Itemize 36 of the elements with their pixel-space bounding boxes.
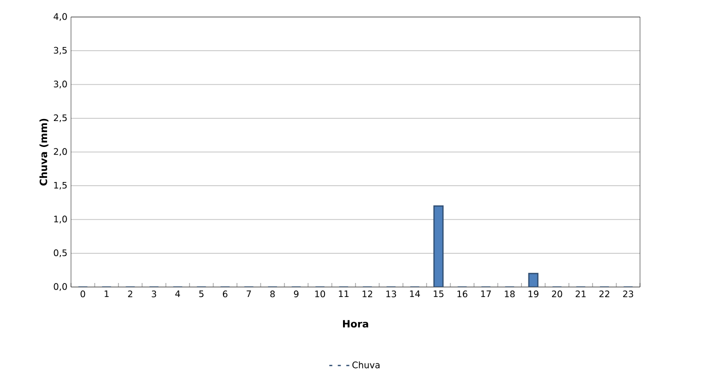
y-tick-label: 0,0 (54, 283, 67, 291)
x-tick-label: 12 (362, 290, 372, 298)
x-tick-label: 11 (338, 290, 349, 298)
x-tick-label: 18 (504, 290, 515, 298)
x-tick-label: 14 (410, 290, 420, 298)
x-tick-label: 17 (481, 290, 491, 298)
y-tick-label: 2,0 (54, 148, 67, 156)
x-tick-label: 6 (222, 290, 228, 298)
y-tick-label: 1,0 (54, 216, 67, 224)
x-tick-label: 23 (623, 290, 634, 298)
y-tick-label: 3,5 (54, 46, 67, 55)
y-tick-label: 1,5 (54, 182, 67, 190)
x-tick-label: 2 (128, 290, 132, 298)
y-tick-label: 0,5 (54, 249, 67, 258)
x-tick-label: 10 (315, 290, 326, 298)
x-tick-label: 21 (576, 290, 586, 298)
y-axis-title: Chuva (mm) (39, 118, 48, 186)
x-tick-label: 22 (599, 290, 610, 298)
y-tick-label: 3,0 (54, 80, 67, 88)
x-tick-label: 16 (457, 290, 468, 298)
text: Chuva (352, 361, 380, 368)
y-tick-label: 4,0 (54, 13, 67, 21)
x-tick-label: 5 (199, 290, 204, 298)
x-tick-label: 4 (175, 290, 180, 298)
x-tick-label: 3 (152, 290, 156, 298)
x-tick-label: 15 (434, 290, 444, 298)
x-tick-label: 7 (246, 290, 251, 298)
x-tick-label: 9 (294, 290, 298, 298)
x-tick-label: 1 (104, 290, 109, 298)
x-tick-label: 19 (528, 290, 538, 298)
x-tick-label: 13 (386, 290, 396, 298)
y-tick-label: 2,5 (54, 114, 67, 122)
x-axis-title: Hora (343, 320, 368, 328)
x-tick-label: 8 (270, 290, 275, 298)
x-tick-label: 20 (552, 290, 562, 298)
x-tick-label: 0 (80, 290, 86, 298)
